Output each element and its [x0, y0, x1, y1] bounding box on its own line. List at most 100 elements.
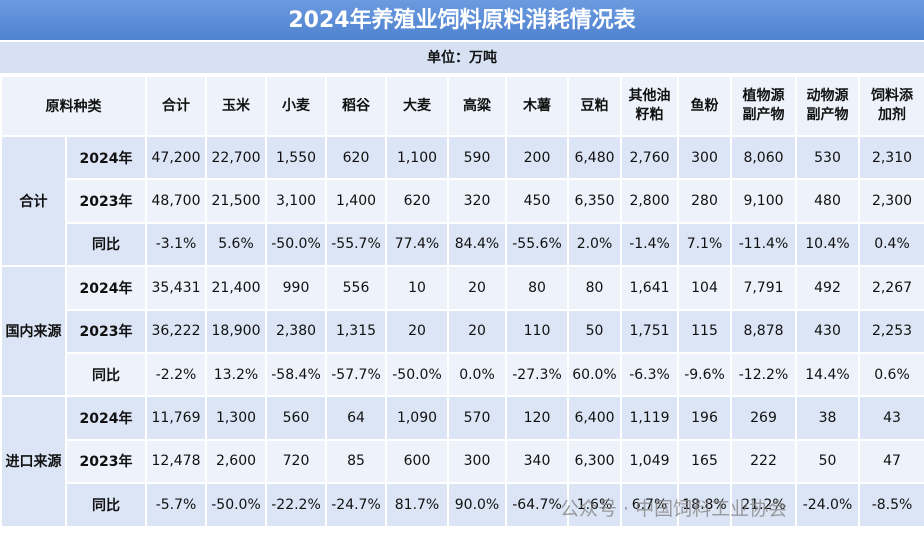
- header-cell: 合计: [145, 75, 207, 137]
- cell: 20: [385, 308, 449, 354]
- cell: -50.0%: [385, 351, 449, 398]
- cell: 6,400: [567, 395, 622, 441]
- data-row: 2023年 48,700 21,500 3,100 1,400 620 320 450 6,35…: [1, 178, 924, 224]
- cell: 0.0%: [447, 351, 507, 398]
- header-cell: 饲料添加剂: [858, 75, 924, 137]
- header-text: 大麦: [402, 97, 431, 114]
- row-label: 2024年: [65, 134, 147, 181]
- cell: 120: [505, 395, 569, 441]
- cell: 1,550: [265, 134, 327, 181]
- row-label: 同比: [65, 221, 147, 268]
- cell: 6.7%: [620, 482, 679, 528]
- cell: -55.7%: [325, 221, 387, 268]
- cell: -9.6%: [677, 351, 732, 398]
- cell: 2,310: [858, 134, 924, 181]
- cell: 0.6%: [858, 351, 924, 398]
- row-label: 同比: [65, 351, 147, 398]
- cell: 2,600: [205, 438, 267, 485]
- header-cell: 小麦: [265, 75, 327, 137]
- cell: 990: [265, 265, 327, 311]
- cell: 90.0%: [447, 482, 507, 528]
- cell: 2,380: [265, 308, 327, 354]
- table: 原料种类 合计 玉米 小麦 稻谷 大麦 高粱 木薯 豆粕 其他油籽粕 鱼粉 植物源副产物 动物源副产物饲…: [0, 75, 924, 528]
- cell: 2,267: [858, 265, 924, 311]
- cell: 590: [447, 134, 507, 181]
- cell: 20: [447, 308, 507, 354]
- row-label: 2023年: [65, 308, 147, 354]
- header-cell: 其他油籽粕: [620, 75, 679, 137]
- header-text: 小麦: [281, 97, 310, 114]
- row-label: 2024年: [65, 395, 147, 441]
- cell: -50.0%: [205, 482, 267, 528]
- cell: 430: [795, 308, 860, 354]
- header-cell: 植物源副产物: [730, 75, 797, 137]
- unit: 单位：万吨: [0, 42, 924, 75]
- row-label: 2023年: [65, 438, 147, 485]
- cell: 22,700: [205, 134, 267, 181]
- cell: 64: [325, 395, 387, 441]
- cell: 1,400: [325, 178, 387, 224]
- cell: -55.6%: [505, 221, 569, 268]
- cell: 18,900: [205, 308, 267, 354]
- cell: 115: [677, 308, 732, 354]
- cell: 600: [385, 438, 449, 485]
- cell: 1,300: [205, 395, 267, 441]
- cell: 5.6%: [205, 221, 267, 268]
- header-cell: 动物源副产物: [795, 75, 860, 137]
- cell: -12.2%: [730, 351, 797, 398]
- header-row: 原料种类 合计 玉米 小麦 稻谷 大麦 高粱 木薯 豆粕 其他油籽粕 鱼粉 植物源副产物 动物源副产物饲…: [0, 75, 924, 137]
- data-row: 同比 -3.1% 5.6% -50.0% -55.7% 77.4% 84.4% -55.6% 2…: [1, 221, 924, 268]
- title: 2024年养殖业饲料原料消耗情况表: [0, 0, 924, 42]
- row-label: 2024年: [65, 265, 147, 311]
- cell: 6,300: [567, 438, 622, 485]
- cell: 480: [795, 178, 860, 224]
- cell: 450: [505, 178, 569, 224]
- cell: -50.0%: [265, 221, 327, 268]
- header-text: 鱼粉: [690, 97, 719, 114]
- header-text: 植物源副产物: [742, 88, 785, 123]
- cell: 556: [325, 265, 387, 311]
- cell: 110: [505, 308, 569, 354]
- cell: -57.7%: [325, 351, 387, 398]
- cell: 9,100: [730, 178, 797, 224]
- header-text: 饲料添加剂: [870, 88, 913, 123]
- cell: 280: [677, 178, 732, 224]
- data-row: 同比 -2.2% 13.2% -58.4% -57.7% -50.0% 0.0% -27.3%…: [1, 351, 924, 398]
- data-row: 2023年 36,222 18,900 2,380 1,315 20 20 110 50 1,75…: [1, 308, 924, 354]
- cell: 21.2%: [730, 482, 797, 528]
- header-text: 动物源副产物: [806, 88, 849, 123]
- group-label: 合计: [0, 134, 67, 268]
- header-cell: 高粱: [447, 75, 507, 137]
- cell: 222: [730, 438, 797, 485]
- cell: 620: [385, 178, 449, 224]
- cell: 48,700: [145, 178, 207, 224]
- cell: -27.3%: [505, 351, 569, 398]
- cell: 35,431: [145, 265, 207, 311]
- cell: 300: [677, 134, 732, 181]
- cell: 269: [730, 395, 797, 441]
- cell: 1,119: [620, 395, 679, 441]
- cell: 7.1%: [677, 221, 732, 268]
- cell: 14.4%: [795, 351, 860, 398]
- cell: 2,300: [858, 178, 924, 224]
- header-cell: 豆粕: [567, 75, 622, 137]
- cell: 7,791: [730, 265, 797, 311]
- cell: 1,641: [620, 265, 679, 311]
- cell: 104: [677, 265, 732, 311]
- group-label: 国内来源: [0, 265, 67, 398]
- cell: 77.4%: [385, 221, 449, 268]
- cell: -5.7%: [145, 482, 207, 528]
- cell: 20: [447, 265, 507, 311]
- cell: 720: [265, 438, 327, 485]
- cell: 1,751: [620, 308, 679, 354]
- cell: -24.0%: [795, 482, 860, 528]
- cell: 3,100: [265, 178, 327, 224]
- watermark: 公众号 · 中国饲料工业协会: [560, 498, 788, 520]
- cell: -58.4%: [265, 351, 327, 398]
- cell: 1,100: [385, 134, 449, 181]
- cell: 47,200: [145, 134, 207, 181]
- cell: 530: [795, 134, 860, 181]
- cell: 84.4%: [447, 221, 507, 268]
- cell: 80: [505, 265, 569, 311]
- cell: 570: [447, 395, 507, 441]
